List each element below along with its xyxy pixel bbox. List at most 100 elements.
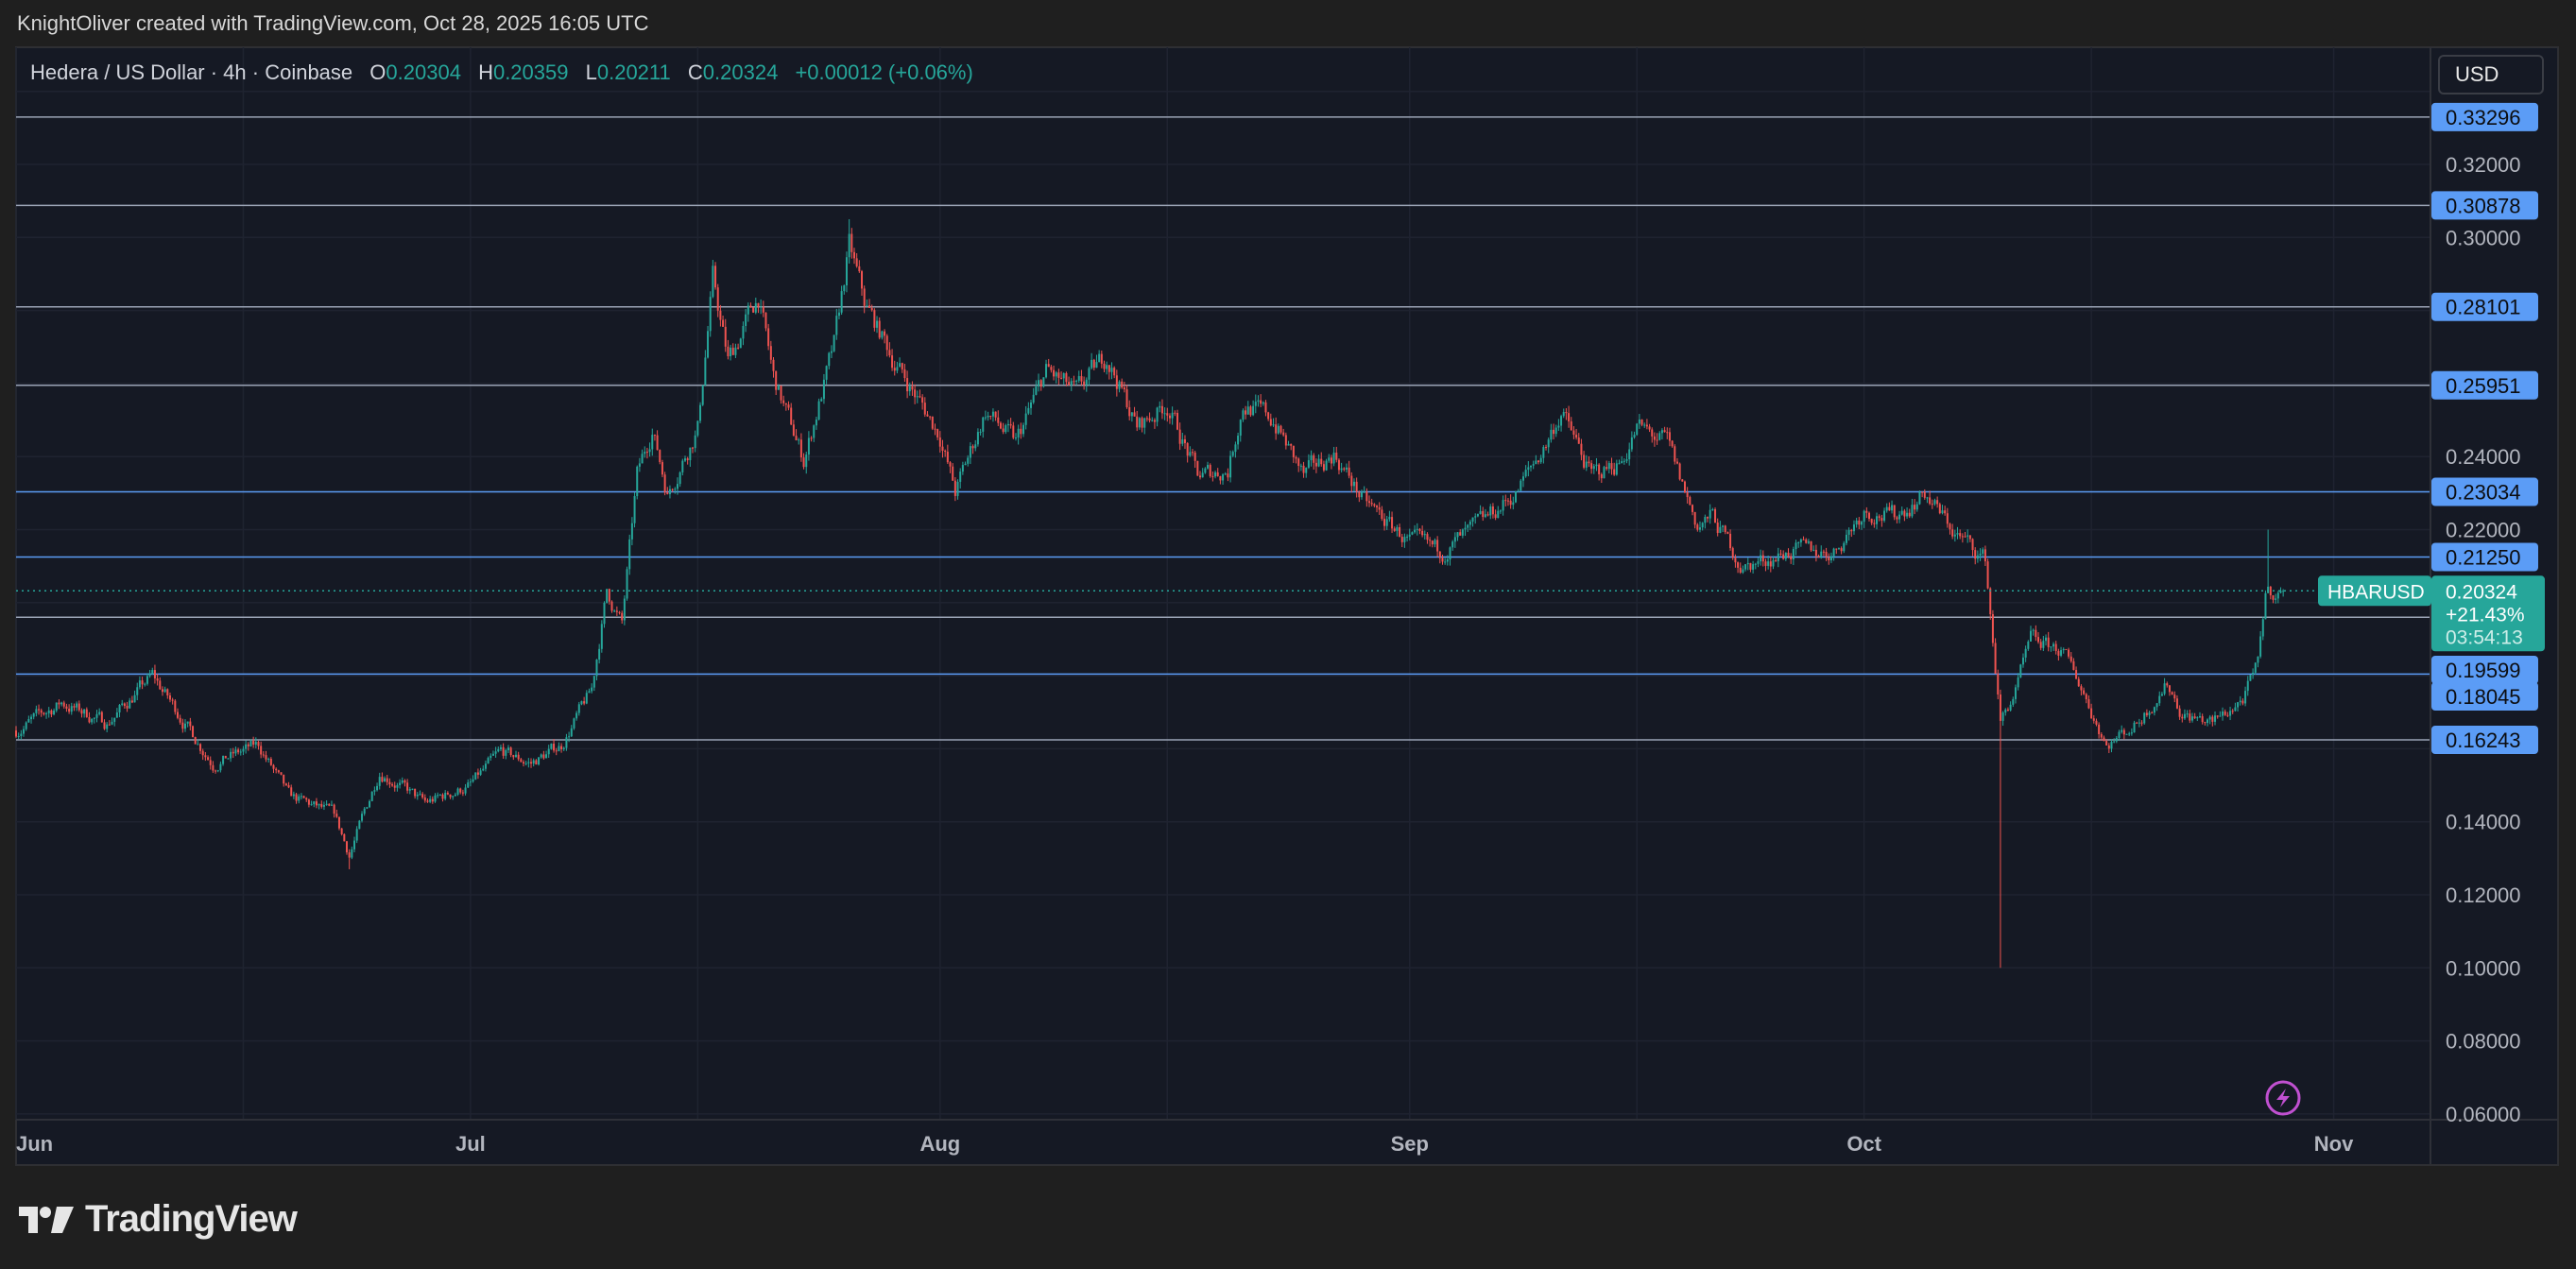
alert-button[interactable] (2265, 1080, 2301, 1116)
candle-body (2085, 694, 2087, 700)
candle-body (659, 450, 661, 463)
candle-body (1585, 461, 1588, 468)
candle-body (353, 840, 356, 849)
level-label: 0.28101 (2446, 296, 2521, 319)
candle-body (1108, 365, 1110, 372)
candle-body (76, 703, 78, 708)
candle-body (1976, 555, 1979, 559)
candle-body (166, 689, 169, 695)
candle-body (2069, 656, 2072, 661)
candle-body (1045, 364, 1048, 378)
candle-body (1050, 367, 1053, 370)
candle-body (1191, 452, 1194, 454)
candle-body (2042, 641, 2045, 648)
candle-body (35, 709, 38, 713)
candle-body (926, 414, 929, 417)
candle-body (1355, 481, 1358, 492)
candle-body (2244, 691, 2247, 704)
candle-body (731, 347, 734, 355)
candle-body (592, 676, 595, 688)
candle-body (1272, 424, 1275, 426)
candle-body (825, 366, 828, 380)
candle-body (817, 401, 820, 420)
candle-body (1792, 549, 1795, 560)
candle-body (358, 820, 361, 830)
candle-body (234, 749, 237, 754)
candle-body (1648, 426, 1651, 430)
candle-body (280, 772, 283, 775)
candle-body (724, 326, 727, 347)
candle-body (719, 310, 722, 320)
candle-body (1163, 413, 1166, 415)
candle-body (2130, 732, 2133, 734)
candle-body (709, 297, 712, 332)
candle-body (1365, 491, 1368, 502)
candle-body (585, 693, 588, 704)
candle-body (1623, 460, 1625, 462)
level-label-bg (2431, 191, 2538, 220)
candle-body (1479, 510, 1482, 514)
candle-body (1035, 386, 1038, 395)
candle-body (1113, 368, 1116, 376)
candles (15, 218, 2285, 969)
candle-body (1769, 561, 1772, 567)
time-tick-label: Nov (2314, 1132, 2354, 1156)
candle-body (348, 852, 351, 858)
candle-body (2208, 716, 2211, 720)
currency-button[interactable]: USD (2438, 55, 2544, 94)
candle-body (215, 770, 217, 772)
candle-body (230, 751, 232, 759)
candle-body (813, 425, 816, 438)
candle-body (313, 801, 316, 805)
candle-body (1416, 528, 1418, 530)
candle-body (911, 386, 914, 390)
candle-body (2189, 713, 2191, 721)
candle-body (575, 712, 578, 719)
candle-body (2009, 704, 2012, 711)
candle-body (1553, 429, 1555, 435)
candle-body (2211, 716, 2214, 722)
candle-body (621, 612, 624, 621)
candle-body (1330, 457, 1332, 464)
candle-body (1095, 362, 1098, 369)
candle-body (1224, 473, 1227, 475)
candle-body (745, 314, 747, 326)
candle-body (252, 741, 255, 746)
candle-body (1653, 436, 1656, 440)
candle-body (1888, 506, 1891, 511)
candle-body (696, 420, 699, 436)
candle-body (146, 676, 148, 684)
candle-body (1020, 428, 1022, 435)
candle-body (1903, 510, 1906, 517)
candle-body (50, 710, 53, 715)
candle-body (399, 782, 402, 785)
candle-body (505, 749, 507, 756)
level-labels: 0.33296 0.30878 0.28101 0.25951 0.23034 0.212… (2431, 102, 2538, 755)
candle-body (2118, 731, 2121, 738)
candle-body (1381, 509, 1383, 520)
candle-body (1592, 466, 1595, 470)
candle-body (623, 598, 626, 621)
candle-body (2226, 714, 2229, 716)
candle-body (391, 784, 394, 786)
candle-body (1621, 461, 1623, 464)
candle-body (1974, 550, 1977, 559)
candle-body (1088, 368, 1091, 380)
candle-body (1388, 517, 1391, 520)
candle-body (2216, 715, 2219, 717)
candle-body (1636, 423, 1639, 436)
candle-body (767, 328, 770, 347)
candle-body (1231, 452, 1234, 456)
candle-body (355, 829, 358, 841)
candle-body (2001, 712, 2004, 721)
candle-body (1891, 505, 1894, 511)
candle-body (1896, 517, 1898, 520)
candle-body (419, 794, 421, 796)
candle-body (784, 403, 787, 405)
chart-frame[interactable] (15, 46, 2559, 1166)
candle-body (487, 758, 489, 764)
candle-body (1406, 536, 1409, 538)
candle-body (1237, 436, 1240, 445)
candle-body (1360, 491, 1363, 498)
